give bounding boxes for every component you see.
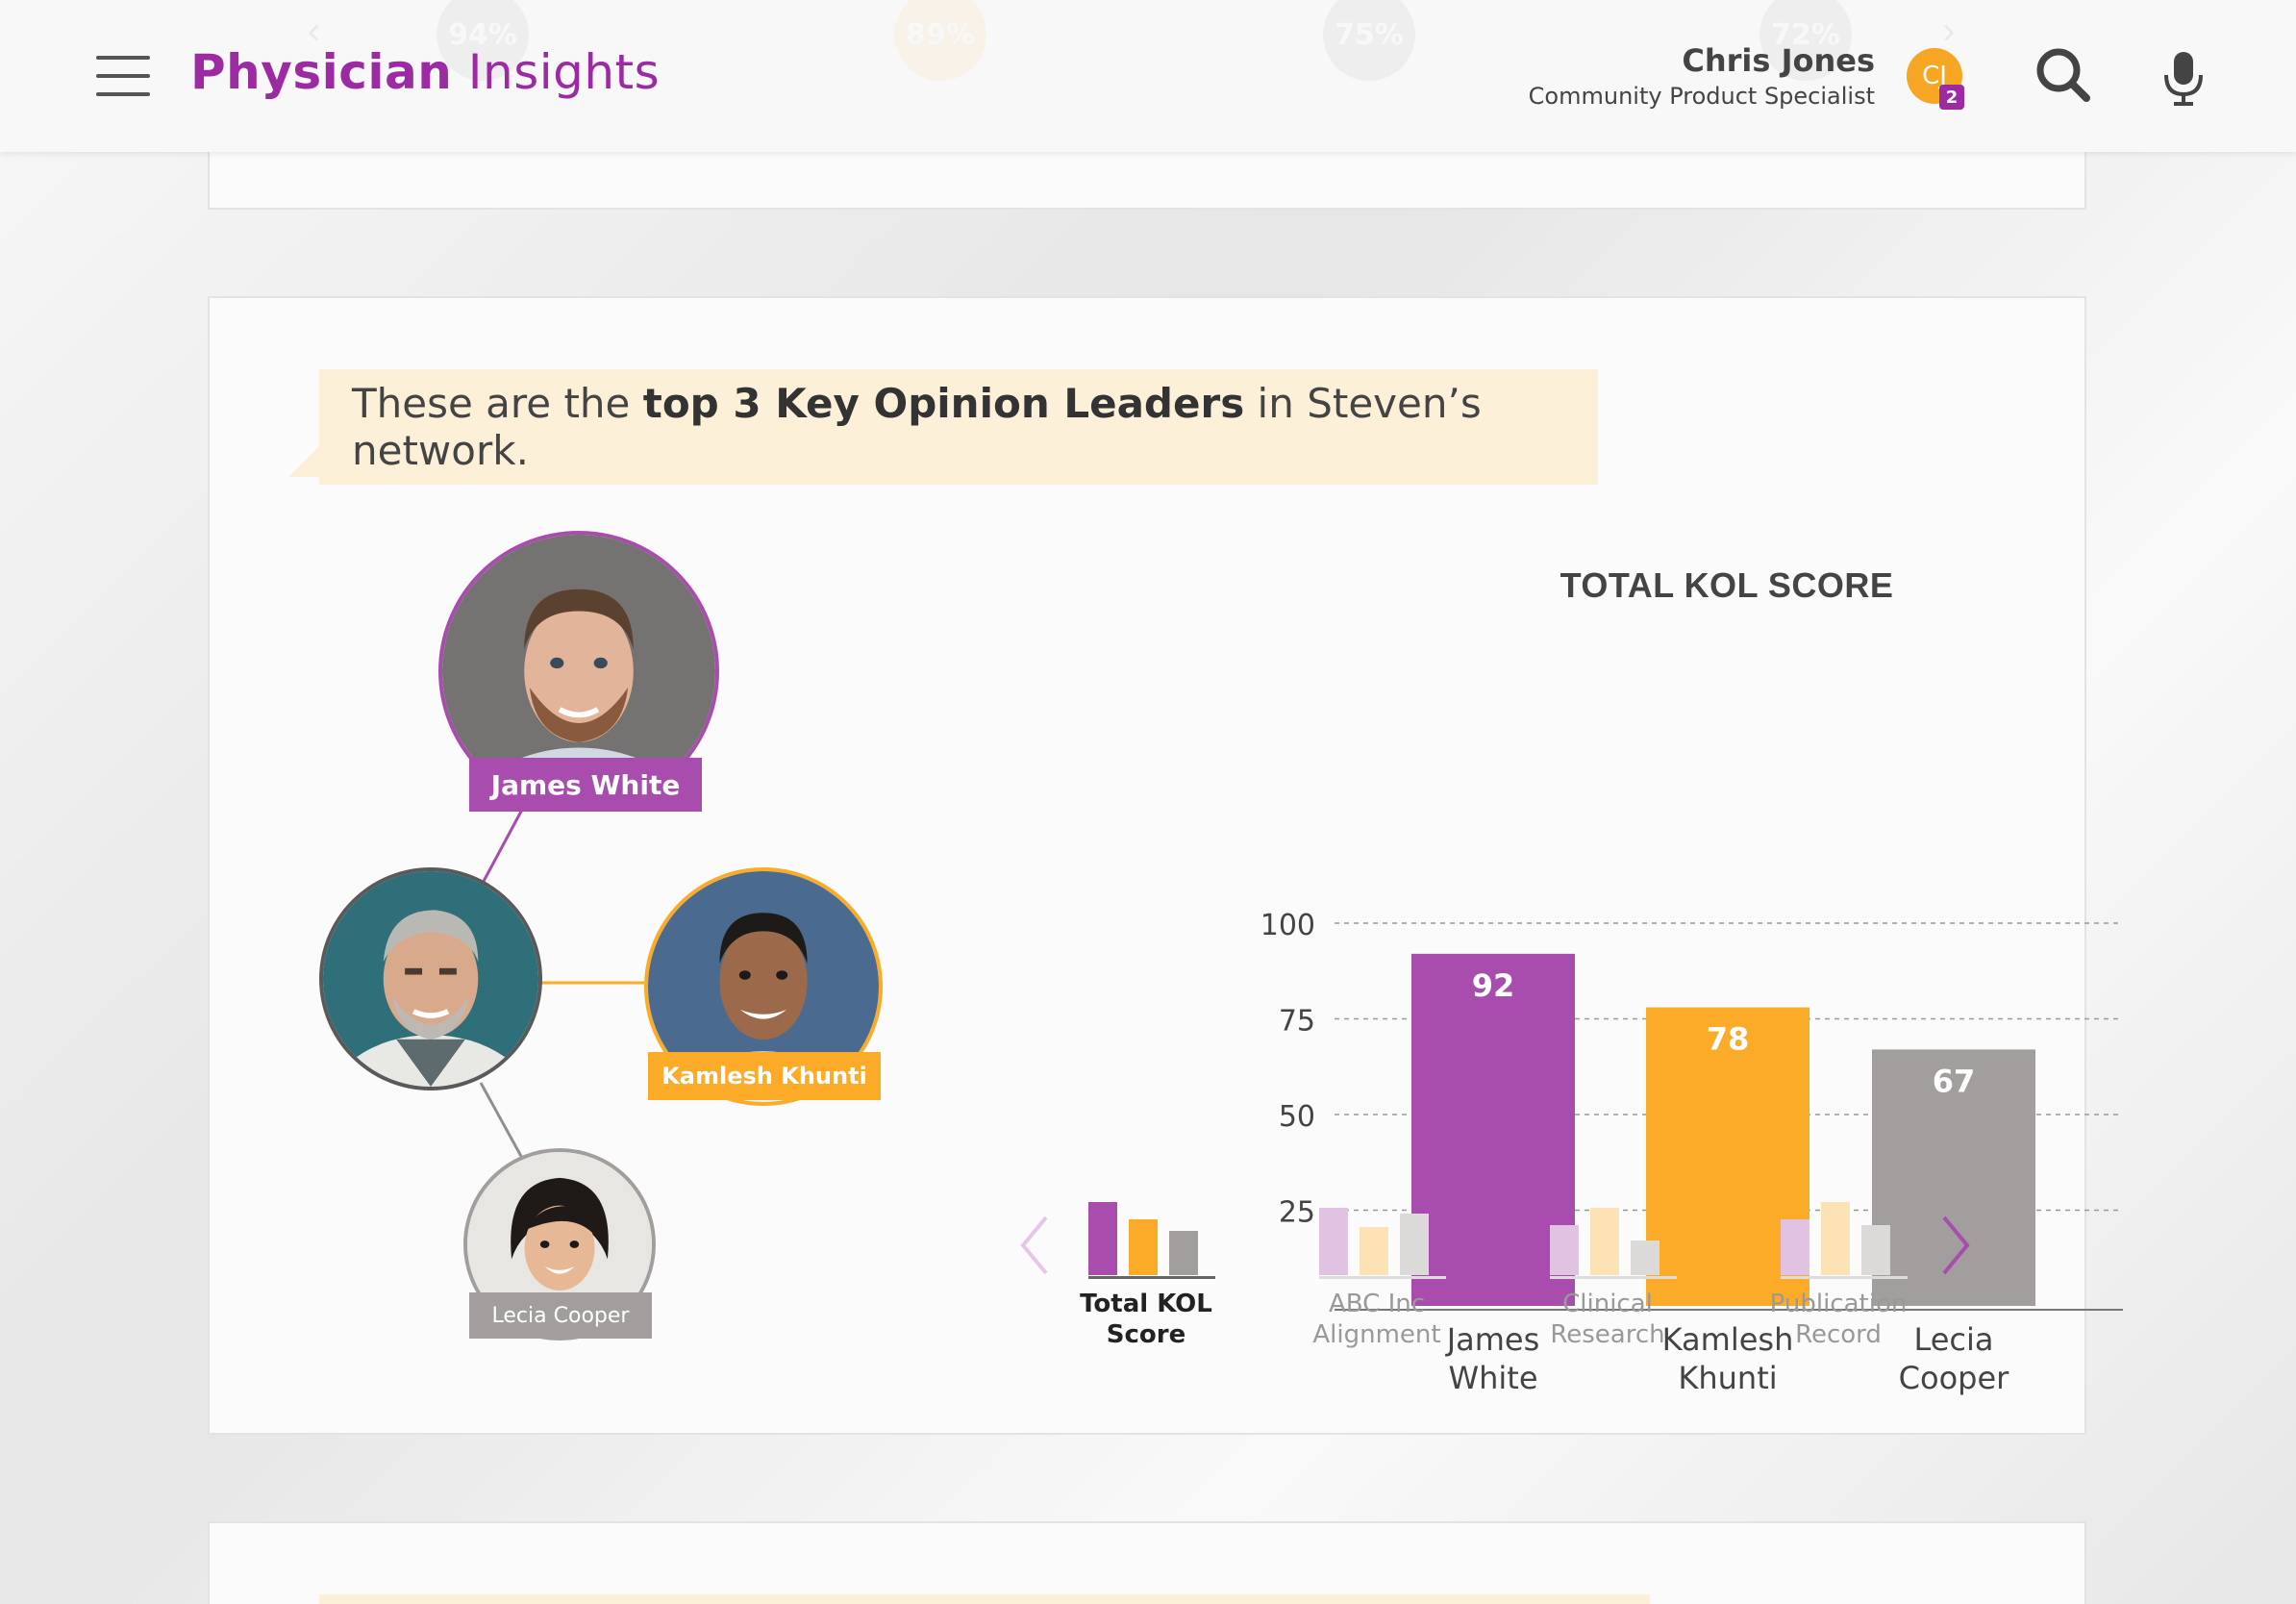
metric-label-line: Alignment	[1312, 1320, 1441, 1349]
bar-value-label: 92	[1472, 967, 1515, 1004]
intro-text: These are the top 3 Key Opinion Leaders …	[352, 380, 1598, 474]
mini-baseline	[1781, 1276, 1908, 1279]
x-tick-label: Lecia	[1913, 1321, 1993, 1358]
next-card	[208, 1521, 2086, 1604]
mini-bar	[1781, 1219, 1809, 1275]
y-tick-label: 100	[1260, 909, 1315, 942]
search-icon	[2036, 48, 2090, 102]
mini-bar	[1590, 1208, 1619, 1275]
mini-baseline	[1550, 1276, 1677, 1279]
menu-icon-line	[96, 74, 150, 78]
network-lines	[479, 807, 644, 1161]
ghost-score: 75%	[1323, 0, 1415, 81]
kamlesh-khunti-tag[interactable]: Kamlesh Khunti	[648, 1052, 881, 1100]
mini-baseline	[1319, 1276, 1446, 1279]
mini-bar-chart-icon	[1281, 1192, 1473, 1279]
metric-label: Publication Record	[1742, 1289, 1934, 1350]
mini-bar	[1400, 1214, 1429, 1275]
intro-emphasis: top 3 Key Opinion Leaders	[642, 380, 1245, 427]
metric-label: Clinical Research	[1511, 1289, 1704, 1350]
metric-label-line: Publication	[1769, 1290, 1908, 1318]
menu-button[interactable]	[96, 56, 150, 96]
mini-baseline	[1088, 1276, 1215, 1279]
bar-value-label: 78	[1707, 1021, 1750, 1058]
steven-photo[interactable]	[319, 867, 542, 1090]
x-tick-label: White	[1448, 1360, 1537, 1396]
notification-badge: 2	[1939, 85, 1964, 110]
metric-label-line: Clinical	[1562, 1290, 1653, 1318]
user-role: Community Product Specialist	[1528, 83, 1875, 110]
metric-next-button[interactable]	[1936, 1212, 1975, 1279]
next-card-bubble	[319, 1594, 1650, 1604]
mini-bar-chart-icon	[1050, 1192, 1242, 1279]
mini-bar-chart-icon	[1742, 1192, 1934, 1279]
mini-bar	[1861, 1225, 1890, 1275]
x-tick-label: James	[1445, 1321, 1540, 1358]
metric-prev-button[interactable]	[1015, 1212, 1054, 1279]
app-title-bold: Physician	[190, 44, 453, 100]
app-title: Physician Insights	[190, 44, 660, 100]
intro-prefix: These are the	[352, 380, 643, 427]
metric-option[interactable]: Clinical Research	[1511, 1192, 1704, 1350]
metric-label: Total KOL Score	[1050, 1289, 1242, 1350]
james-white-tag[interactable]: James White	[469, 758, 702, 812]
intro-suffix: in Steven’s network.	[352, 380, 1482, 474]
app-title-light: Insights	[452, 44, 661, 100]
y-tick-label: 75	[1279, 1005, 1315, 1039]
metric-option[interactable]: ABC Inc Alignment	[1281, 1192, 1473, 1350]
mini-bar-chart-icon	[1511, 1192, 1704, 1279]
mini-bar	[1360, 1227, 1388, 1275]
speech-bubble: These are the top 3 Key Opinion Leaders …	[319, 369, 1598, 485]
mini-bar	[1631, 1241, 1660, 1275]
mini-bar	[1129, 1219, 1158, 1275]
metric-label-line: Record	[1795, 1320, 1882, 1349]
y-tick-label: 25	[1279, 1196, 1315, 1230]
mini-bar	[1550, 1225, 1579, 1275]
metric-label-line: Research	[1550, 1320, 1665, 1349]
menu-icon-line	[96, 56, 150, 60]
x-tick-label: Kamlesh	[1662, 1321, 1794, 1358]
mini-bar	[1088, 1202, 1117, 1275]
chevron-right-icon	[1942, 1216, 1970, 1275]
metric-option[interactable]: Total KOL Score	[1050, 1192, 1242, 1350]
ghost-next-icon: ›	[1942, 10, 1956, 52]
bar-value-label: 67	[1933, 1063, 1976, 1099]
user-name: Chris Jones	[1682, 42, 1875, 79]
microphone-icon	[2164, 52, 2203, 106]
menu-icon-line	[96, 92, 150, 96]
kol-network: James White Kamlesh Khunti	[210, 298, 979, 1437]
y-tick-label: 50	[1279, 1100, 1315, 1134]
metric-label-line: Score	[1106, 1320, 1186, 1349]
mini-bar	[1319, 1208, 1348, 1275]
person-portrait	[323, 871, 538, 1087]
chart-title: TOTAL KOL SCORE	[1560, 565, 1894, 605]
mini-bar	[1169, 1231, 1198, 1275]
speech-bubble-tail	[288, 444, 321, 477]
metric-label-line: ABC Inc	[1328, 1290, 1426, 1318]
metric-label-line: Total KOL	[1080, 1290, 1212, 1318]
app-header: ‹ 94% 89% 75% 72% › Physician Insights C…	[0, 0, 2296, 152]
lecia-cooper-tag[interactable]: Lecia Cooper	[469, 1292, 652, 1339]
x-tick-label: Cooper	[1899, 1360, 2010, 1396]
bar	[1411, 953, 1575, 1306]
metric-label: ABC Inc Alignment	[1281, 1289, 1473, 1350]
ghost-score: 89%	[894, 0, 986, 81]
metric-option[interactable]: Publication Record	[1742, 1192, 1934, 1350]
search-button[interactable]	[2029, 42, 2096, 110]
chevron-left-icon	[1020, 1216, 1048, 1275]
user-info[interactable]: Chris Jones Community Product Specialist	[1529, 42, 1875, 110]
mini-bar	[1821, 1202, 1850, 1275]
voice-button[interactable]	[2150, 42, 2217, 110]
kol-card: These are the top 3 Key Opinion Leaders …	[208, 296, 2123, 1437]
x-tick-label: Khunti	[1678, 1360, 1777, 1396]
